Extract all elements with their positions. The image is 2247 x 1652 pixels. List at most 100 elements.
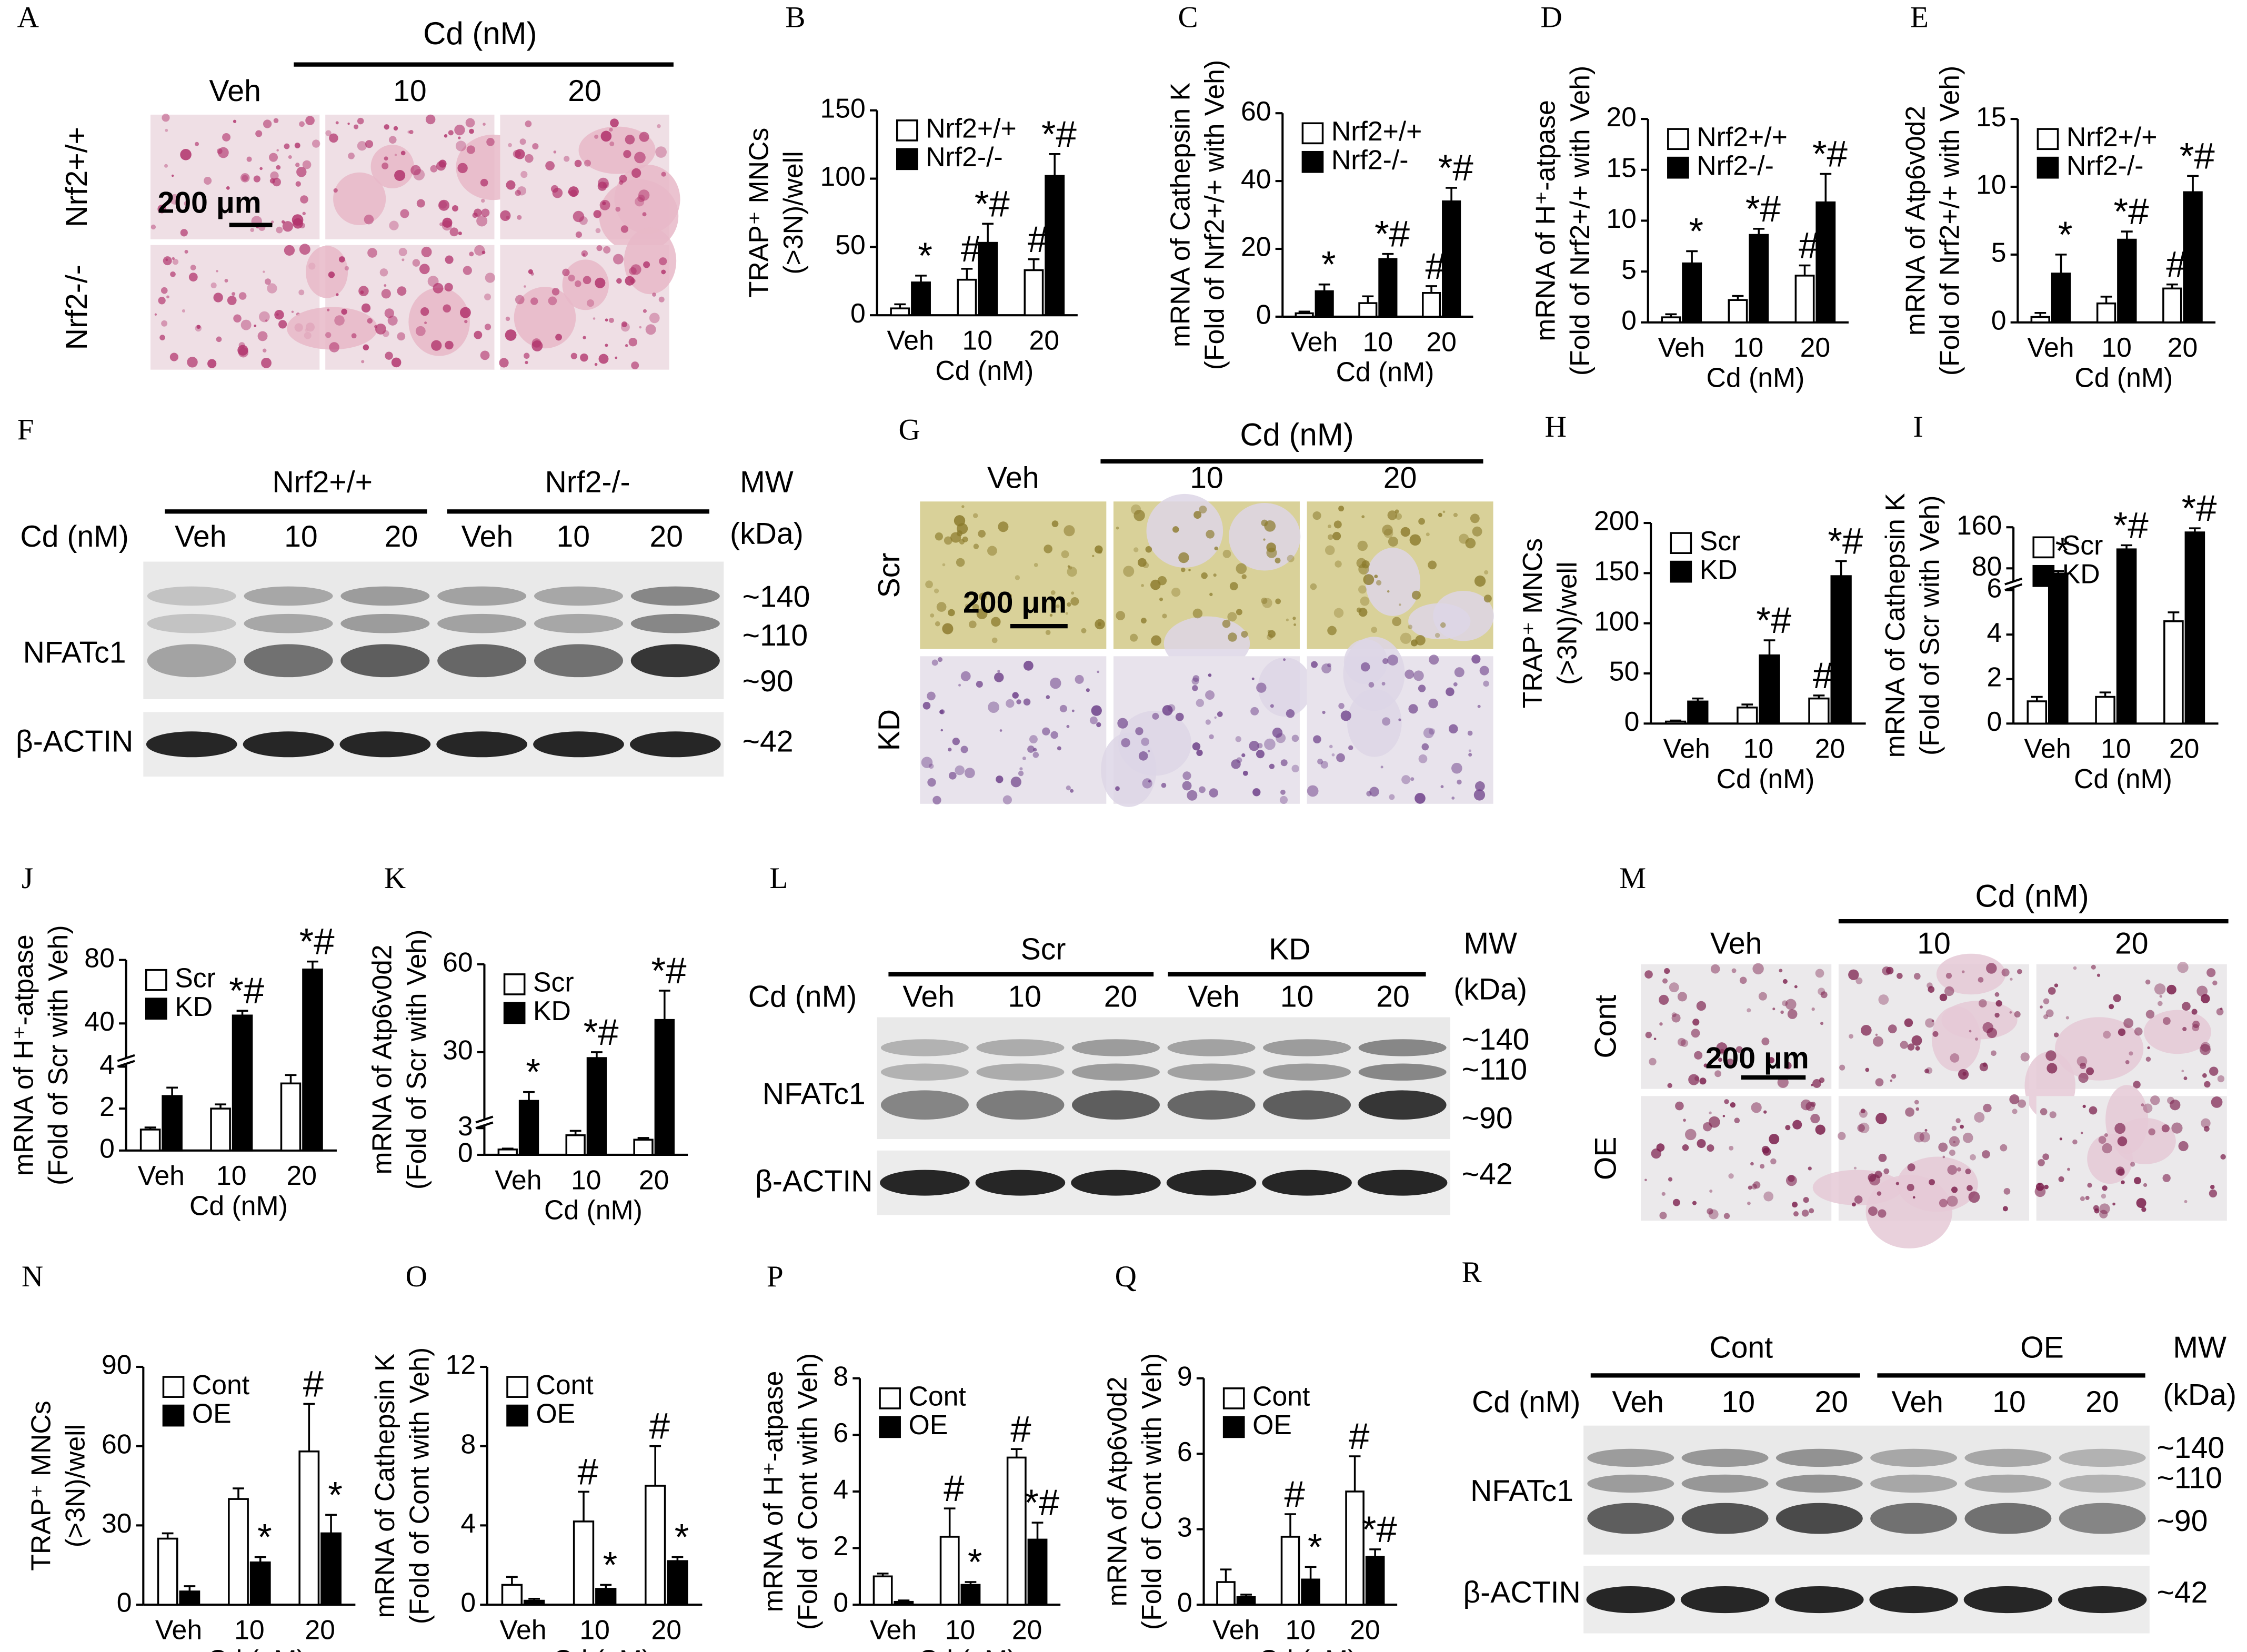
error-bar	[637, 1137, 649, 1140]
stain-speck	[972, 604, 979, 611]
stain-speck	[1970, 1154, 1976, 1161]
stain-speck	[956, 558, 965, 567]
stain-speck	[1263, 538, 1266, 541]
stain-speck	[1162, 705, 1173, 716]
stain-speck	[2012, 1109, 2018, 1114]
x-tick-label: 20	[1350, 1614, 1380, 1645]
band	[1681, 1503, 1769, 1534]
band	[1071, 1039, 1160, 1056]
lane-label: 20	[2085, 1385, 2119, 1419]
bar	[1682, 262, 1702, 324]
stain-speck	[1729, 1145, 1734, 1151]
stain-speck	[603, 246, 611, 254]
stain-speck	[1187, 790, 1198, 801]
band	[1775, 1503, 1863, 1534]
stain-speck	[1983, 1103, 1992, 1113]
stain-speck	[2134, 1177, 2141, 1184]
legend-label: Scr	[175, 962, 216, 993]
bar	[280, 1082, 302, 1152]
stain-speck	[583, 276, 591, 285]
y-tick-label: 0	[1177, 1587, 1192, 1618]
bar	[2051, 273, 2071, 324]
stain-speck	[263, 119, 272, 128]
x-axis-label: Cd (nM)	[1717, 763, 1815, 794]
y-tick-label: 2	[833, 1530, 848, 1561]
stain-speck	[2206, 968, 2216, 978]
stain-speck	[568, 275, 575, 282]
y-tick-label: 15	[1976, 102, 2007, 132]
legend-label: Cont	[1252, 1381, 1310, 1412]
stain-speck	[1067, 567, 1077, 577]
stain-speck	[1171, 588, 1181, 597]
stain-speck	[421, 246, 432, 257]
stain-speck	[1286, 709, 1295, 718]
row-label: Nrf2-/-	[60, 265, 94, 350]
stain-speck	[384, 308, 395, 318]
y-tick-label: 40	[84, 1006, 115, 1036]
stain-speck	[448, 130, 454, 136]
significance-mark: *#	[1828, 521, 1863, 562]
stain-speck	[259, 167, 263, 170]
stain-speck	[1400, 527, 1410, 537]
stain-speck	[952, 738, 960, 746]
stain-speck	[1426, 532, 1430, 537]
stain-speck	[1049, 613, 1053, 617]
stain-speck	[595, 277, 606, 288]
bar	[1236, 1596, 1256, 1606]
stain-speck	[407, 130, 410, 134]
stain-speck	[1728, 1173, 1734, 1179]
x-tick-label: 20	[286, 1160, 317, 1191]
stain-speck	[1311, 661, 1318, 668]
y-tick-label: 0	[1256, 299, 1271, 330]
stain-speck	[1358, 585, 1367, 594]
stain-speck	[1217, 711, 1223, 717]
stain-speck	[1812, 1079, 1821, 1088]
cell-body	[1936, 953, 2006, 995]
stain-speck	[2040, 1005, 2043, 1009]
y-tick-label: 30	[102, 1508, 132, 1538]
stain-speck	[570, 352, 577, 359]
stain-speck	[1747, 1008, 1751, 1013]
image-background	[150, 114, 320, 239]
stain-speck	[1811, 1007, 1815, 1011]
stain-speck	[2043, 1014, 2049, 1020]
significance-mark: *#	[651, 950, 687, 992]
blot-background	[143, 561, 724, 699]
stain-speck	[1206, 530, 1215, 539]
stain-speck	[180, 149, 192, 160]
micrograph-image	[1641, 963, 1832, 1089]
bar	[654, 1019, 675, 1156]
band	[1166, 1170, 1257, 1196]
stain-speck	[934, 588, 939, 593]
error-bar	[184, 1585, 196, 1591]
stain-speck	[1897, 973, 1903, 979]
stain-speck	[238, 292, 247, 300]
y-tick-label: 100	[1594, 606, 1639, 636]
stain-speck	[1400, 632, 1412, 644]
stain-speck	[389, 220, 399, 230]
stain-speck	[430, 165, 438, 173]
stain-speck	[994, 672, 1004, 682]
y-tick-label: 6	[1987, 572, 2002, 603]
stain-speck	[593, 317, 596, 320]
error-bar	[303, 1403, 315, 1452]
error-bar	[1049, 153, 1061, 176]
stain-speck	[978, 530, 986, 538]
stain-speck	[1714, 1070, 1722, 1077]
stain-speck	[1848, 969, 1859, 980]
stain-speck	[1249, 741, 1259, 751]
stain-speck	[1381, 682, 1386, 686]
stain-speck	[2133, 1081, 2141, 1089]
stain-speck	[294, 143, 300, 148]
error-bar	[894, 303, 906, 309]
stain-speck	[457, 163, 468, 174]
y-tick-label: 0	[1624, 706, 1640, 737]
stain-speck	[625, 276, 635, 286]
stain-speck	[1070, 597, 1079, 606]
bar	[2162, 287, 2182, 324]
stain-speck	[948, 771, 957, 780]
y-tick-label: 0	[117, 1587, 132, 1618]
stain-speck	[1994, 992, 2000, 997]
stain-speck	[1357, 540, 1368, 551]
micrograph-image	[1641, 1096, 1832, 1221]
